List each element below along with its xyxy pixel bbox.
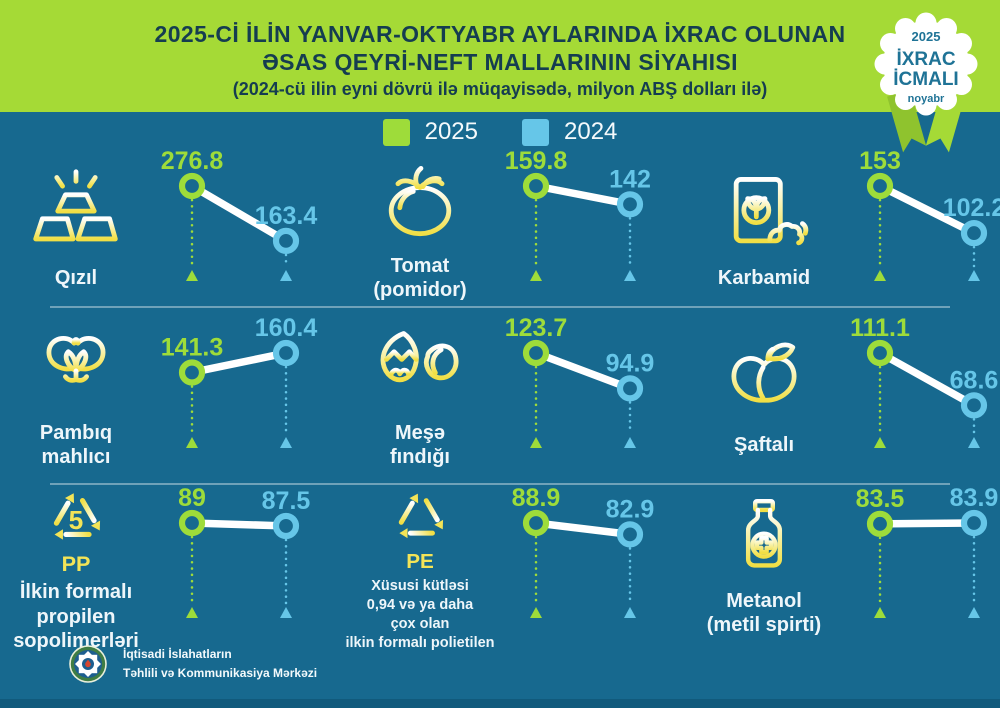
product-label: İlkin formalı propilen sopolimerləri [13,581,139,653]
rosette-icon [874,12,978,116]
slope-chart-karbamid: 153 102.2 [859,147,1000,281]
product-label: Pambıq mahlıcı [39,421,113,468]
product-label: Meşə fındığı [390,421,450,468]
methanol-bottle-icon [745,498,783,568]
product-label: Tomat (pomidor) [373,254,467,301]
row-divider [50,483,950,485]
footer: İqtisadi İslahatların Təhlili və Kommuni… [68,644,317,684]
product-label: Qızıl [54,266,98,289]
card-saftali: Şaftalı 111.1 68.6 [688,308,1000,482]
svg-text:153: 153 [859,147,901,175]
svg-text:88.9: 88.9 [512,484,561,512]
card-mese-findigi: Meşə fındığı 123.7 94.9 [344,308,688,482]
product-label: Şaftalı [733,433,795,456]
product-label: Karbamid [717,266,811,289]
svg-text:163.4: 163.4 [255,202,318,230]
svg-text:111.1: 111.1 [850,314,910,342]
page-title-line1: 2025-Cİ İLİN YANVAR-OKTYABR AYLARINDA İX… [154,21,846,47]
peach-icon [731,342,797,403]
product-label: Metanol (metil spirti) [706,589,822,636]
card-qizil: Qızıl 276.8 163.4 [0,147,344,306]
legend-label-2025: 2025 [424,118,478,145]
badge-subtitle: noyabr [908,93,945,105]
footer-org-line1: İqtisadi İslahatların [123,646,232,661]
recycling-pp-icon: 5 PP [29,476,123,576]
header-banner: 2025-Cİ İLİN YANVAR-OKTYABR AYLARINDA İX… [0,0,1000,112]
legend-swatch-2024 [522,118,549,146]
slope-chart-saftali: 111.1 68.6 [850,314,999,448]
fertilizer-bag-icon [733,176,809,245]
svg-text:160.4: 160.4 [255,314,318,342]
svg-text:141.3: 141.3 [161,333,224,361]
card-metanol: Metanol (metil spirti) 83.5 83.9 [688,484,1000,644]
legend: 2025 2024 [0,112,1000,152]
svg-text:83.9: 83.9 [950,484,999,512]
tomato-icon [388,165,452,236]
page-subtitle: (2024-cü ilin eyni dövrü ilə müqayisədə,… [232,79,768,99]
products-row-2: Pambıq mahlıcı 141.3 160.4 Meşə fındığı 1… [0,308,1000,482]
slope-chart-pambiq: 141.3 160.4 [161,314,317,448]
hazelnut-icon [380,330,459,382]
badge-title-line1: İXRAC [896,49,955,70]
badge-year: 2025 [912,29,941,44]
resin-code-number: 5 [69,505,84,535]
slope-chart-tomat: 159.8 142 [505,147,651,281]
slope-chart-pp: 89 87.5 [178,484,311,618]
resin-code-label: PP [62,552,91,577]
resin-code-label: PE [406,551,434,574]
page-title-line2: ƏSAS QEYRİ-NEFT MALLARININ SİYAHISI [262,49,738,75]
svg-text:276.8: 276.8 [161,147,224,175]
slope-chart-pe: 88.9 82.9 [512,484,655,618]
footer-org-line2: Təhlili və Kommunikasiya Mərkəzi [123,666,318,680]
svg-text:159.8: 159.8 [505,147,568,175]
export-review-badge: 2025 İXRAC İCMALI noyabr [874,12,978,153]
slope-chart-mese-findigi: 123.7 94.9 [505,314,655,448]
ribbon-icon [887,90,965,153]
state-emblem-icon [69,645,107,683]
svg-text:83.5: 83.5 [856,485,905,513]
legend-item-2024: 2024 [522,118,617,146]
slope-chart-metanol: 83.5 83.9 [856,484,998,618]
row-divider [50,306,950,308]
bottom-accent-bar [0,699,1000,708]
svg-text:89: 89 [178,484,206,512]
card-pambiq: Pambıq mahlıcı 141.3 160.4 [0,308,344,482]
svg-text:102.2: 102.2 [943,194,1000,222]
card-karbamid: Karbamid 153 102.2 [688,147,1000,306]
product-label: Xüsusi kütləsi 0,94 və ya daha çox olan … [345,578,495,651]
gold-bars-icon [33,169,118,242]
slope-chart-qizil: 276.8 163.4 [161,147,318,281]
card-pp: 5 PP İlkin formalı propilen sopolimerlər… [0,484,344,652]
card-pe: PE Xüsusi kütləsi 0,94 və ya daha çox ol… [344,484,688,651]
card-tomat: Tomat (pomidor) 159.8 142 [344,147,688,306]
legend-swatch-2025 [382,118,410,146]
badge-title-line2: İCMALI [893,69,958,90]
svg-text:68.6: 68.6 [950,366,999,394]
legend-label-2024: 2024 [564,118,618,145]
recycling-pe-icon: PE [375,477,465,573]
legend-item-2025: 2025 [382,118,478,146]
svg-text:82.9: 82.9 [606,495,655,523]
svg-text:94.9: 94.9 [606,349,655,377]
svg-text:142: 142 [609,165,651,193]
svg-text:123.7: 123.7 [505,314,568,342]
svg-text:87.5: 87.5 [262,487,311,515]
products-row-1: Qızıl 276.8 163.4 Tomat (pomidor) 159.8 14… [0,147,1000,306]
products-row-3: 5 PP İlkin formalı propilen sopolimerlər… [0,484,1000,652]
cotton-icon [46,335,106,383]
